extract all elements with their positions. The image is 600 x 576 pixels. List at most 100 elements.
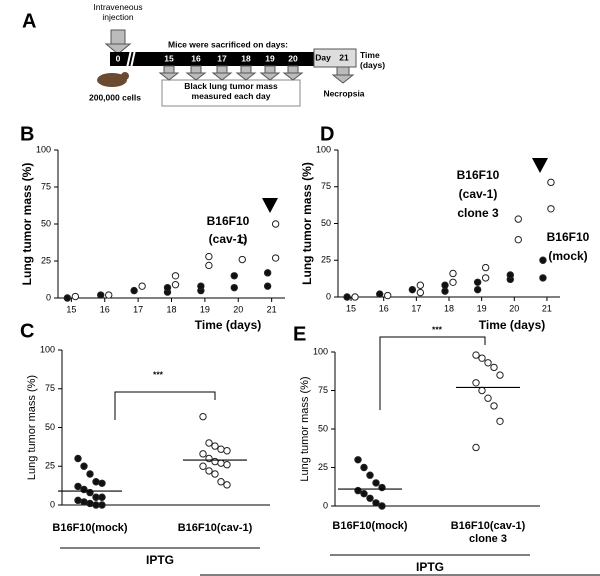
x-tick-label: 15 — [66, 304, 76, 314]
data-point — [271, 254, 280, 262]
data-point — [199, 412, 207, 421]
y-tick-label: 50 — [41, 218, 51, 228]
annotation: clone 3 — [457, 206, 499, 220]
x-tick-label: 15 — [346, 303, 356, 313]
data-point — [481, 274, 490, 282]
y-axis-label: Lung tumor mass (%) — [299, 376, 311, 481]
category-label: B16F10(mock) — [332, 520, 408, 532]
panel-letter: C — [20, 320, 34, 342]
day-number: 17 — [217, 53, 227, 63]
mouse-icon — [97, 73, 127, 87]
y-tick-label: 25 — [318, 462, 328, 472]
data-point — [105, 291, 113, 299]
panel-letter: B — [20, 123, 34, 145]
x-tick-label: 18 — [166, 304, 176, 314]
data-point — [472, 379, 480, 387]
data-point — [98, 479, 106, 487]
data-point — [217, 459, 225, 467]
arrowhead — [532, 158, 548, 173]
data-point — [539, 256, 547, 264]
x-tick-label: 16 — [379, 303, 389, 313]
day-number: 20 — [288, 53, 298, 63]
day-arrow-head — [282, 72, 304, 81]
panel-letter: D — [320, 123, 334, 145]
data-point — [384, 291, 392, 300]
data-point — [547, 178, 555, 187]
y-tick-label: 100 — [316, 144, 331, 154]
data-point — [223, 447, 231, 455]
data-point — [473, 285, 482, 294]
x-tick-label: 17 — [133, 304, 143, 314]
y-tick-label: 50 — [45, 422, 55, 432]
y-tick-label: 75 — [318, 385, 328, 395]
injection-label: Intraveneous injection — [93, 2, 143, 23]
day-21-box — [313, 48, 357, 68]
necropsia-arrow-body — [336, 66, 350, 76]
data-point — [372, 499, 380, 507]
data-point — [86, 499, 94, 508]
y-tick-label: 100 — [313, 346, 328, 356]
x-tick-label: 21 — [267, 304, 277, 314]
day-arrow-body — [216, 65, 228, 74]
y-axis-label: Lung tumor mass (%) — [300, 162, 314, 285]
day-arrow-body — [240, 65, 252, 74]
day-number: 16 — [191, 53, 201, 63]
data-point — [441, 281, 449, 289]
x-tick-label: 21 — [542, 303, 552, 313]
data-point — [490, 363, 498, 372]
data-point — [63, 294, 72, 302]
time-label-box: Time (days) — [360, 50, 385, 70]
data-point — [238, 255, 246, 264]
day-number: 19 — [265, 53, 275, 63]
panel-letter: A — [22, 10, 36, 32]
data-point — [92, 493, 100, 501]
data-point — [199, 462, 207, 470]
x-tick-label: 18 — [444, 303, 454, 313]
category-label: B16F10(cav-1) — [177, 522, 253, 534]
data-point — [506, 271, 514, 279]
data-point — [473, 278, 482, 286]
data-point — [263, 269, 272, 277]
data-point — [223, 461, 231, 469]
data-point — [484, 359, 492, 367]
measure-box — [161, 79, 301, 107]
data-point — [211, 442, 219, 450]
data-point — [171, 280, 180, 289]
group-label: IPTG — [416, 560, 444, 574]
day-last: 21 — [339, 52, 349, 62]
day-arrow-body — [264, 65, 276, 74]
data-point — [205, 454, 213, 463]
y-tick-label: 100 — [40, 344, 55, 354]
day-arrow-head — [235, 72, 257, 81]
x-tick-label: 16 — [100, 304, 110, 314]
y-tick-label: 0 — [326, 291, 331, 301]
measure-label-box: Black lung tumor mass measured each day — [184, 81, 278, 101]
necropsia-arrow-head — [331, 74, 355, 84]
significance-label: *** — [153, 369, 164, 379]
annotation: (cav-1) — [459, 187, 498, 201]
data-point — [199, 450, 207, 458]
y-tick-label: 25 — [321, 255, 331, 265]
data-point — [205, 467, 213, 475]
data-point — [366, 471, 374, 479]
data-point — [490, 402, 498, 410]
y-tick-label: 75 — [321, 181, 331, 191]
data-point — [496, 417, 504, 425]
panel-letter: E — [293, 323, 306, 345]
data-point — [71, 292, 80, 301]
y-tick-label: 25 — [45, 461, 55, 471]
data-point — [98, 501, 106, 509]
data-point — [481, 263, 490, 272]
data-point — [472, 443, 480, 452]
data-point — [86, 488, 94, 497]
annotation: (cav-1) — [209, 232, 248, 246]
data-point — [378, 483, 386, 492]
data-point — [171, 272, 180, 280]
data-point — [74, 454, 82, 463]
data-point — [514, 235, 522, 244]
data-point — [205, 261, 213, 270]
data-point — [360, 489, 368, 498]
data-point — [354, 486, 362, 495]
data-point — [217, 478, 225, 486]
data-point — [80, 498, 88, 506]
